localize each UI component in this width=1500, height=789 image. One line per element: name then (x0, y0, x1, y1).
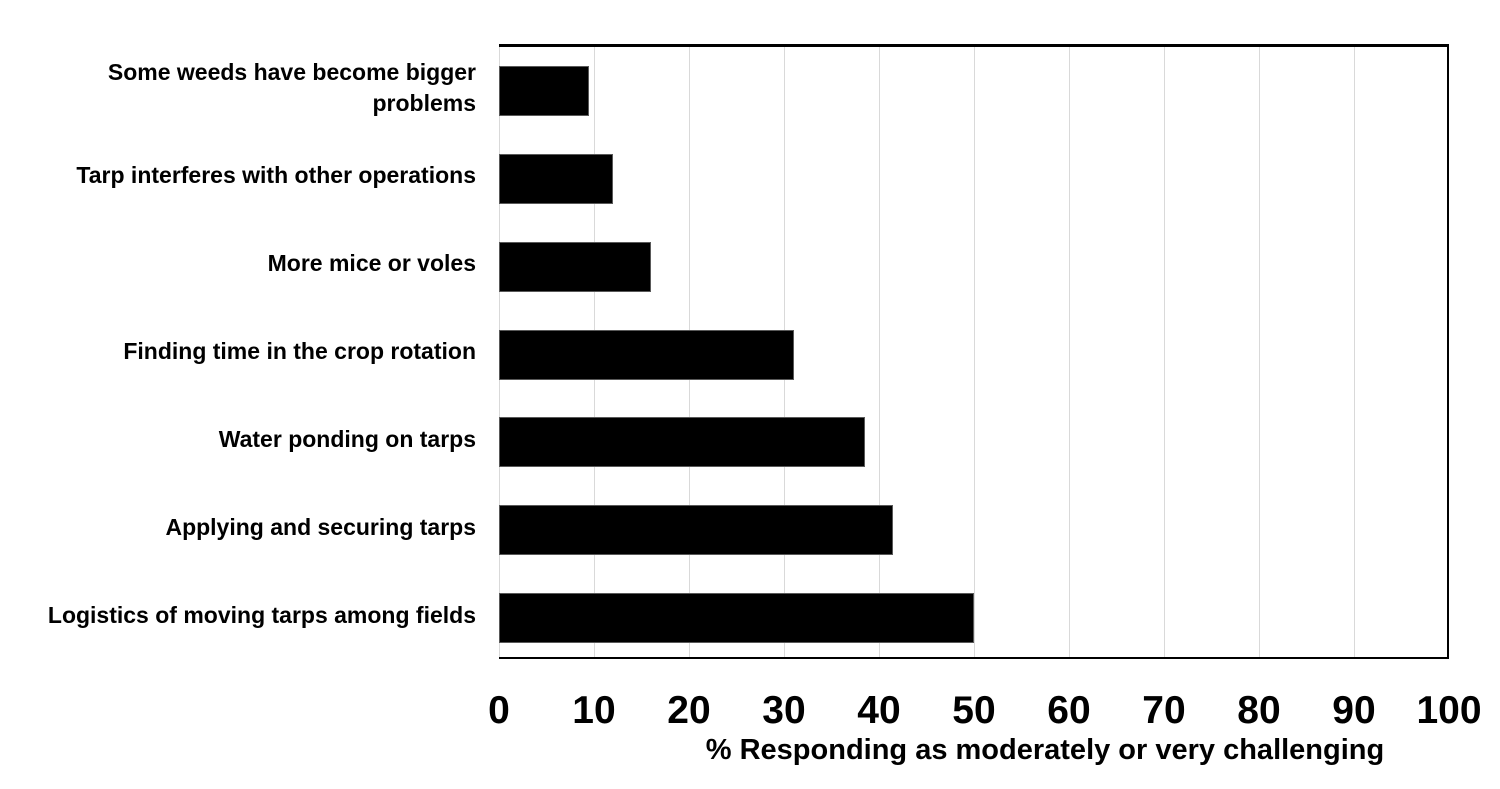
gridline (879, 47, 880, 657)
gridline (1354, 47, 1355, 657)
x-axis-tick-label: 0 (488, 689, 510, 732)
category-label-row: Applying and securing tarps (0, 483, 484, 571)
bar (499, 505, 894, 556)
category-label: Logistics of moving tarps among fields (47, 601, 476, 628)
x-axis-tick-label: 80 (1237, 689, 1281, 732)
gridline (1069, 47, 1070, 657)
category-label-row: Some weeds have become bigger problems (0, 44, 484, 132)
gridline (974, 47, 975, 657)
x-axis-tick-label: 60 (1047, 689, 1091, 732)
category-label: Some weeds have become bigger problems (107, 58, 476, 116)
category-label: Finding time in the crop rotation (123, 338, 476, 364)
bar (499, 241, 651, 292)
category-label: Applying and securing tarps (165, 513, 476, 540)
x-axis-tick-label: 70 (1142, 689, 1186, 732)
x-axis-tick-label: 10 (572, 689, 616, 732)
x-axis-tick-label: 30 (762, 689, 806, 732)
category-label-row: Logistics of moving tarps among fields (0, 571, 484, 659)
plot-area (499, 44, 1449, 659)
category-label: More mice or voles (267, 250, 476, 277)
category-label-row: Finding time in the crop rotation (0, 308, 484, 396)
x-axis-tick-label: 40 (857, 689, 901, 732)
bar (499, 329, 794, 380)
bar (499, 417, 865, 468)
x-axis-tick-label: 90 (1332, 689, 1376, 732)
x-axis-tick-label: 100 (1416, 689, 1482, 732)
category-label: Tarp interferes with other operations (76, 162, 476, 189)
category-label-row: More mice or voles (0, 220, 484, 308)
bar (499, 153, 613, 204)
gridline (1164, 47, 1165, 657)
x-axis-tick-label: 50 (952, 689, 996, 732)
category-label-row: Tarp interferes with other operations (0, 132, 484, 220)
category-label-row: Water ponding on tarps (0, 395, 484, 483)
bar (499, 65, 590, 116)
y-axis-category-labels: Some weeds have become bigger problems Ta… (0, 44, 484, 659)
gridline (1259, 47, 1260, 657)
x-axis-title: % Responding as moderately or very chall… (705, 734, 1385, 766)
x-axis-tick-label: 20 (667, 689, 711, 732)
bar (499, 593, 974, 644)
category-label: Water ponding on tarps (218, 425, 476, 452)
